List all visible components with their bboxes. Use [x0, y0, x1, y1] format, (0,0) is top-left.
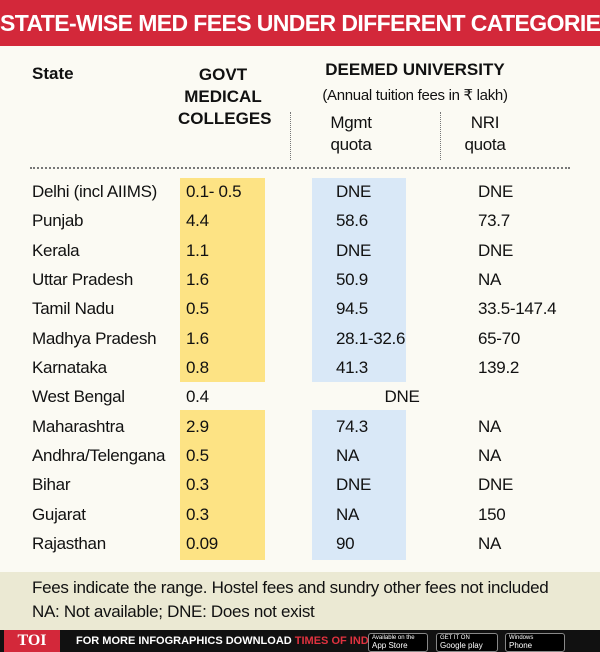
- mgmt-cell: 58.6: [336, 211, 368, 231]
- nri-cell: NA: [478, 533, 502, 553]
- google-play-badge[interactable]: GET IT ON Google play: [436, 633, 498, 652]
- state-cell: Andhra/Telengana: [32, 445, 166, 465]
- govt-cell: 0.1- 0.5: [186, 182, 242, 201]
- mgmt-cell: 28.1-32.6: [336, 328, 406, 348]
- state-cell: Punjab: [32, 211, 84, 231]
- govt-cell: 0.8: [186, 357, 209, 377]
- state-cell: Delhi (incl AIIMS): [32, 182, 157, 201]
- note: Fees indicate the range. Hostel fees and…: [32, 578, 549, 597]
- state-cell: Madhya Pradesh: [32, 328, 157, 348]
- state-cell: Tamil Nadu: [32, 299, 115, 319]
- deemed-cell: DNE: [384, 387, 420, 407]
- govt-header-line: COLLEGES: [178, 109, 272, 128]
- state-header: State: [32, 64, 74, 83]
- govt-header-line: MEDICAL: [184, 87, 262, 106]
- mgmt-cell: 41.3: [336, 357, 368, 377]
- notes: Fees indicate the range. Hostel fees and…: [0, 572, 600, 630]
- badge-small: Available on the: [372, 635, 415, 641]
- nri-cell: 65-70: [478, 328, 520, 348]
- nri-header-line: quota: [464, 135, 506, 154]
- nri-cell: NA: [478, 416, 502, 436]
- nri-cell: DNE: [478, 240, 513, 260]
- mgmt-cell: NA: [336, 445, 360, 465]
- nri-cell: DNE: [478, 475, 513, 495]
- state-cell: Kerala: [32, 240, 80, 260]
- note: NA: Not available; DNE: Does not exist: [32, 602, 315, 621]
- govt-cell: 0.4: [186, 387, 209, 407]
- nri-cell: 73.7: [478, 211, 510, 231]
- divider: [440, 112, 441, 160]
- nri-cell: 33.5-147.4: [478, 299, 557, 319]
- mgmt-highlight: [312, 410, 406, 560]
- app-store-badge[interactable]: Available on the App Store: [368, 633, 428, 652]
- govt-highlight: [180, 178, 265, 382]
- mgmt-cell: NA: [336, 504, 360, 524]
- mgmt-cell: 74.3: [336, 416, 368, 436]
- deemed-header: DEEMED UNIVERSITY: [325, 60, 505, 79]
- badge-main: Phone: [509, 641, 533, 650]
- mgmt-cell: 90: [336, 533, 355, 553]
- title: STATE-WISE MED FEES UNDER DIFFERENT CATE…: [0, 0, 600, 46]
- nri-header-line: NRI: [470, 113, 500, 132]
- mgmt-cell: DNE: [336, 240, 371, 260]
- state-cell: Bihar: [32, 475, 71, 495]
- badge-main: App Store: [372, 641, 408, 650]
- state-cell: Uttar Pradesh: [32, 269, 133, 289]
- govt-header-line: GOVT: [198, 65, 248, 84]
- govt-cell: 1.1: [186, 240, 209, 260]
- nri-cell: 150: [478, 504, 506, 524]
- badge-main: Google play: [440, 641, 483, 650]
- state-cell: Gujarat: [32, 504, 86, 524]
- badge-small: Windows: [509, 635, 534, 641]
- mgmt-cell: DNE: [336, 182, 371, 201]
- govt-highlight: [180, 410, 265, 560]
- nri-cell: NA: [478, 445, 502, 465]
- govt-cell: 0.5: [186, 445, 209, 465]
- govt-cell: 1.6: [186, 269, 209, 289]
- govt-cell: 4.4: [186, 211, 209, 231]
- nri-header: NRI quota: [455, 112, 515, 156]
- mgmt-cell: DNE: [336, 475, 371, 495]
- govt-cell: 0.09: [186, 533, 218, 553]
- state-cell: Maharashtra: [32, 416, 125, 436]
- mgmt-header: Mgmt quota: [312, 112, 390, 156]
- mgmt-header-line: quota: [330, 135, 372, 154]
- badge-small: GET IT ON: [440, 635, 470, 641]
- logo: TOI: [4, 630, 60, 652]
- footer-text: FOR MORE INFOGRAPHICS DOWNLOAD: [76, 635, 292, 647]
- nri-cell: 139.2: [478, 357, 520, 377]
- divider: [290, 112, 291, 160]
- deemed-note: (Annual tuition fees in ₹ lakh): [322, 87, 508, 104]
- state-cell: Karnataka: [32, 357, 107, 377]
- govt-cell: 0.3: [186, 475, 209, 495]
- govt-header: GOVT MEDICAL COLLEGES: [178, 64, 272, 130]
- govt-cell: 0.5: [186, 299, 209, 319]
- govt-cell: 0.3: [186, 504, 209, 524]
- footer-text: FOR MORE INFOGRAPHICS DOWNLOAD TIMES OF …: [76, 635, 405, 647]
- nri-cell: DNE: [478, 182, 513, 201]
- mgmt-cell: 50.9: [336, 269, 368, 289]
- govt-cell: 2.9: [186, 416, 209, 436]
- state-cell: Rajasthan: [32, 533, 106, 553]
- govt-cell: 1.6: [186, 328, 209, 348]
- mgmt-highlight: [312, 178, 406, 382]
- divider: [30, 167, 570, 169]
- state-cell: West Bengal: [32, 387, 125, 407]
- mgmt-header-line: Mgmt: [330, 113, 372, 132]
- mgmt-cell: 94.5: [336, 299, 368, 319]
- windows-badge[interactable]: Windows Phone: [505, 633, 565, 652]
- nri-cell: NA: [478, 269, 502, 289]
